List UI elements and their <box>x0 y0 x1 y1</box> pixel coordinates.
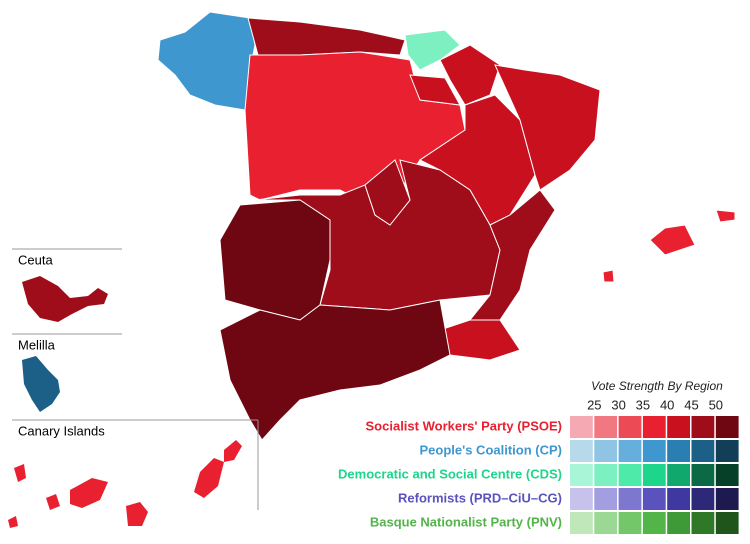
legend-party-name: People's Coalition (CP) <box>420 442 563 457</box>
region-murcia <box>439 319 521 361</box>
legend-swatch <box>715 488 739 510</box>
legend-swatch <box>594 464 618 486</box>
legend-party-name: Democratic and Social Centre (CDS) <box>338 466 562 481</box>
canary-island <box>224 440 242 462</box>
region-la-rioja <box>409 74 461 106</box>
legend-party-name: Reformists (PRD–CiU–CG) <box>398 490 562 505</box>
inset-label: Ceuta <box>18 252 53 267</box>
legend-swatch <box>618 440 642 462</box>
legend-tick-label: 30 <box>611 397 625 412</box>
legend-swatch <box>642 440 666 462</box>
legend-swatch <box>594 488 618 510</box>
canary-island <box>8 516 18 528</box>
legend-swatch <box>594 440 618 462</box>
legend-swatch <box>667 488 690 510</box>
legend-swatch <box>570 440 593 462</box>
legend-tick-label: 35 <box>636 397 650 412</box>
region-valencia <box>468 189 556 321</box>
legend-swatch <box>667 440 690 462</box>
region-andalusia <box>219 299 451 441</box>
region-madrid <box>364 159 411 226</box>
legend-swatch <box>570 488 593 510</box>
insets: Ceuta Melilla Canary Islands <box>8 248 259 528</box>
legend-swatch <box>642 488 666 510</box>
canary-island <box>126 502 148 526</box>
legend-title: Vote Strength By Region <box>591 379 723 393</box>
inset-label: Canary Islands <box>18 423 105 438</box>
legend-tick-label: 45 <box>684 397 698 412</box>
legend-swatch <box>715 464 739 486</box>
legend-swatch <box>642 512 666 534</box>
region-asturias-cantabria <box>247 17 406 56</box>
legend-swatch <box>715 512 739 534</box>
legend-swatch <box>667 512 690 534</box>
canary-island <box>194 458 224 498</box>
legend-swatch <box>691 440 715 462</box>
legend-swatch <box>715 440 739 462</box>
legend-tick-label: 50 <box>709 397 723 412</box>
ceuta-shape <box>22 276 108 322</box>
legend-swatch <box>618 416 642 438</box>
region-balearic <box>649 224 696 256</box>
legend-swatch <box>642 464 666 486</box>
region-balearic <box>602 269 615 283</box>
region-galicia <box>157 11 256 111</box>
legend-swatch <box>594 512 618 534</box>
legend-swatch <box>642 416 666 438</box>
legend-swatch <box>570 416 593 438</box>
mainland-map <box>157 11 736 441</box>
legend-swatch <box>594 416 618 438</box>
legend-swatch <box>570 464 593 486</box>
legend-party-name: Basque Nationalist Party (PNV) <box>370 514 562 529</box>
legend-swatch <box>618 512 642 534</box>
inset-label: Melilla <box>18 337 56 352</box>
legend-swatch <box>618 464 642 486</box>
legend-swatch <box>618 488 642 510</box>
legend-swatch <box>691 512 715 534</box>
legend-swatch <box>570 512 593 534</box>
legend-swatch <box>715 416 739 438</box>
legend-swatch <box>691 464 715 486</box>
legend-tick-label: 40 <box>660 397 674 412</box>
legend-swatch <box>691 488 715 510</box>
canary-island <box>46 494 60 510</box>
region-extremadura <box>219 199 331 321</box>
region-balearic <box>715 209 736 223</box>
legend-party-name: Socialist Workers' Party (PSOE) <box>366 418 562 433</box>
canary-island <box>70 478 108 508</box>
canary-island <box>14 464 26 482</box>
melilla-shape <box>22 356 60 412</box>
legend-tick-label: 25 <box>587 397 601 412</box>
region-navarra <box>439 44 501 106</box>
legend-swatch <box>667 416 690 438</box>
region-catalonia <box>494 64 601 191</box>
legend: Vote Strength By Region 25 30 35 40 45 50 Soci… <box>338 379 739 534</box>
legend-swatch <box>691 416 715 438</box>
legend-swatch <box>667 464 690 486</box>
